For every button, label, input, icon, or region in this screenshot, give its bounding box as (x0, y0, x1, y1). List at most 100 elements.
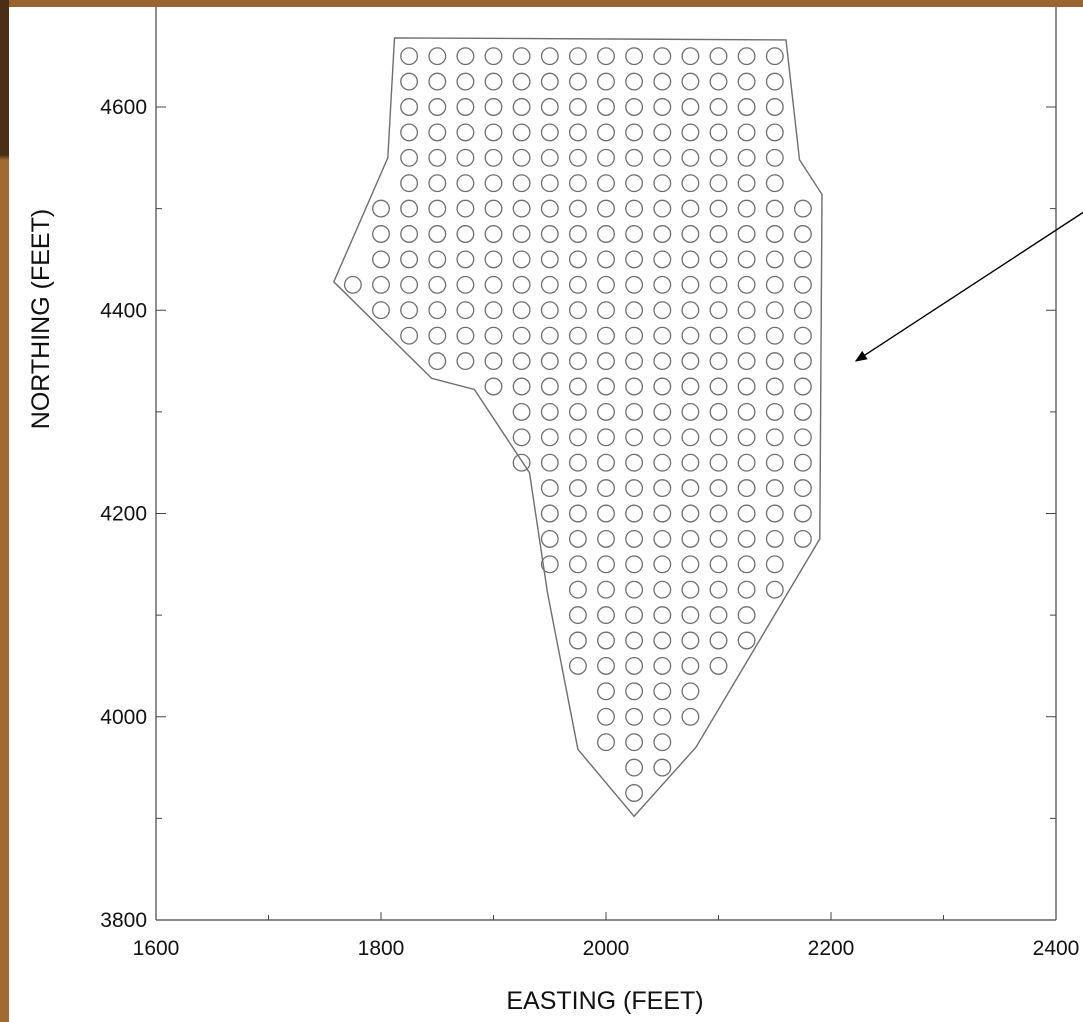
x-tick-label: 2000 (583, 937, 630, 960)
boundary-layer (332, 37, 823, 818)
data-point (456, 123, 475, 142)
data-point (793, 428, 812, 447)
data-point (793, 326, 812, 345)
data-point (681, 402, 700, 421)
data-point (343, 275, 362, 294)
data-point (540, 504, 559, 523)
data-point (512, 453, 531, 472)
data-point (709, 174, 728, 193)
data-point (597, 707, 615, 726)
data-point (625, 631, 644, 650)
data-point (568, 174, 587, 193)
data-point (400, 148, 419, 167)
axes: 1600 1800 2000 2200 2400 3800 4000 4200 4400 4600 (100, 7, 1079, 960)
data-point (737, 123, 756, 142)
data-point (484, 98, 503, 116)
data-point (737, 428, 756, 447)
data-point (681, 656, 700, 675)
y-tick-label: 4200 (100, 503, 147, 526)
data-point (372, 199, 390, 218)
data-point (597, 529, 615, 548)
data-point (737, 301, 756, 320)
frame-bar-top (0, 0, 1083, 7)
data-point (568, 47, 587, 66)
data-point (428, 47, 447, 66)
data-point (512, 199, 531, 218)
data-point (512, 275, 531, 294)
data-point (653, 529, 672, 548)
data-point (765, 47, 784, 66)
data-point (568, 225, 587, 243)
data-point (653, 606, 672, 625)
data-point (681, 148, 700, 167)
data-point (709, 275, 728, 294)
data-point (597, 72, 615, 91)
data-point (456, 98, 475, 116)
data-point (484, 72, 503, 91)
data-point (512, 174, 531, 193)
data-point (653, 225, 672, 243)
data-point (540, 250, 559, 269)
data-point (568, 656, 587, 675)
data-point (793, 199, 812, 218)
data-point (597, 631, 615, 650)
data-point (737, 555, 756, 574)
data-point (737, 98, 756, 116)
data-point (456, 47, 475, 66)
data-point (681, 326, 700, 345)
data-point (456, 225, 475, 243)
data-point (512, 225, 531, 243)
data-point (428, 275, 447, 294)
data-point (540, 402, 559, 421)
data-point (653, 98, 672, 116)
data-point (793, 453, 812, 472)
data-point (625, 47, 644, 66)
data-point (737, 47, 756, 66)
data-point (540, 72, 559, 91)
data-point (653, 174, 672, 193)
data-point (765, 174, 784, 193)
data-point (568, 504, 587, 523)
data-point (400, 275, 419, 294)
data-point (372, 225, 390, 243)
data-point (765, 148, 784, 167)
data-point (484, 301, 503, 320)
data-point (765, 504, 784, 523)
data-point (625, 656, 644, 675)
data-point (625, 225, 644, 243)
data-point (653, 453, 672, 472)
y-tick-label: 4400 (100, 299, 147, 322)
data-point (625, 199, 644, 218)
data-point (428, 123, 447, 142)
data-point (709, 479, 728, 498)
data-point (653, 250, 672, 269)
data-point (597, 174, 615, 193)
data-point (765, 529, 784, 548)
data-point (597, 301, 615, 320)
data-point (765, 479, 784, 498)
data-point (597, 352, 615, 371)
data-point (653, 758, 672, 777)
data-point (737, 580, 756, 599)
data-point (597, 504, 615, 523)
data-point (597, 98, 615, 116)
data-point (793, 504, 812, 523)
data-point (568, 326, 587, 345)
data-point (597, 250, 615, 269)
data-point (681, 225, 700, 243)
data-point (765, 428, 784, 447)
data-point (653, 428, 672, 447)
data-point (709, 47, 728, 66)
data-point (484, 123, 503, 142)
data-point (681, 72, 700, 91)
data-point (428, 250, 447, 269)
data-point (597, 199, 615, 218)
data-point (681, 199, 700, 218)
data-point (765, 72, 784, 91)
data-point (737, 250, 756, 269)
data-point (709, 402, 728, 421)
data-point (625, 377, 644, 396)
data-point (400, 47, 419, 66)
data-point (709, 580, 728, 599)
data-point (456, 275, 475, 294)
